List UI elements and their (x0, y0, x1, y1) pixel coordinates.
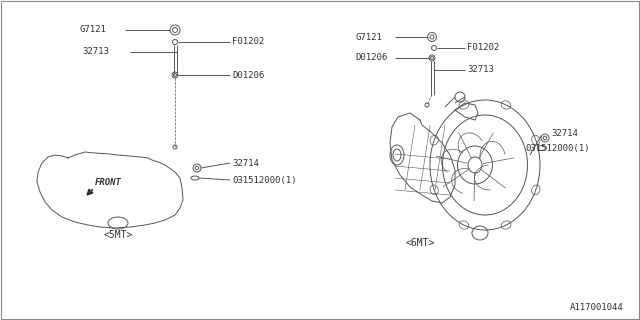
Text: G7121: G7121 (355, 33, 382, 42)
Text: D01206: D01206 (232, 70, 264, 79)
Text: D01206: D01206 (355, 53, 387, 62)
Text: 031512000(1): 031512000(1) (232, 175, 296, 185)
Text: 32714: 32714 (551, 129, 578, 138)
Text: F01202: F01202 (467, 44, 499, 52)
Text: A117001044: A117001044 (570, 303, 624, 313)
Text: 32713: 32713 (82, 47, 109, 57)
Text: G7121: G7121 (80, 26, 107, 35)
Text: FRONT: FRONT (95, 178, 122, 187)
Text: 32714: 32714 (232, 158, 259, 167)
Text: F01202: F01202 (232, 37, 264, 46)
Text: 031512000(1): 031512000(1) (525, 145, 589, 154)
Text: 32713: 32713 (467, 66, 494, 75)
Text: <5MT>: <5MT> (103, 230, 132, 240)
Text: <6MT>: <6MT> (405, 238, 435, 248)
